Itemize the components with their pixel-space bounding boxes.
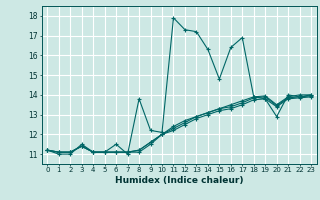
X-axis label: Humidex (Indice chaleur): Humidex (Indice chaleur) xyxy=(115,176,244,185)
